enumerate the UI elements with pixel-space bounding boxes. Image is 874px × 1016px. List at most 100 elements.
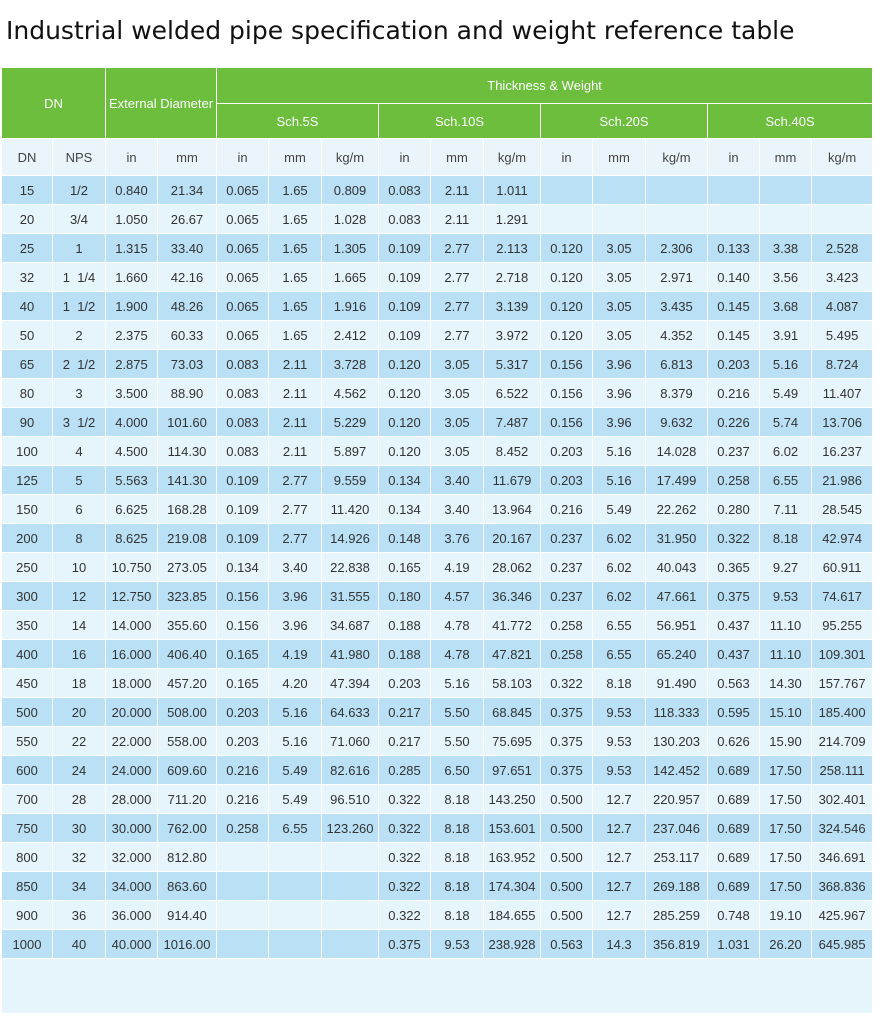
table-cell: 6.813 [646, 350, 709, 379]
table-cell: 1.031 [708, 930, 761, 959]
table-cell: 6.522 [484, 379, 542, 408]
table-cell: 2.77 [269, 466, 323, 495]
table-cell: 18.000 [106, 669, 158, 698]
table-cell: 7.11 [760, 495, 813, 524]
table-cell [269, 843, 323, 872]
table-cell: 5.229 [322, 408, 380, 437]
table-cell: 8.724 [812, 350, 874, 379]
table-cell: 0.156 [217, 611, 270, 640]
table-cell: 550 [2, 727, 53, 756]
table-row: 50 2 2.375 60.33 0.065 1.65 2.412 0.109 2.77 3.97… [2, 321, 874, 350]
table-cell: 0.083 [217, 379, 270, 408]
table-cell: 33.40 [158, 234, 218, 263]
table-cell: 0.216 [217, 756, 270, 785]
table-cell: 1.65 [269, 292, 323, 321]
table-cell: 32.000 [106, 843, 158, 872]
table-cell: 302.401 [812, 785, 874, 814]
table-cell: 1.305 [322, 234, 380, 263]
table-cell: 700 [2, 785, 53, 814]
unit-header-cell: kg/m [484, 139, 542, 176]
table-cell: 4.78 [431, 640, 485, 669]
table-cell: 142.452 [646, 756, 709, 785]
table-cell: 2 1/2 [53, 350, 106, 379]
table-cell: 12.7 [593, 901, 647, 930]
table-cell: 9.53 [593, 756, 647, 785]
table-cell: 100 [2, 437, 53, 466]
table-cell: 36 [53, 901, 106, 930]
table-cell: 14 [53, 611, 106, 640]
table-cell: 6.02 [593, 524, 647, 553]
table-cell: 22.838 [322, 553, 380, 582]
unit-header-cell: in [708, 139, 761, 176]
table-cell: 9.53 [593, 698, 647, 727]
table-cell [322, 843, 380, 872]
table-cell: 143.250 [484, 785, 542, 814]
table-cell: 2.306 [646, 234, 709, 263]
table-cell: 4 [53, 437, 106, 466]
table-cell: 75.695 [484, 727, 542, 756]
table-cell: 153.601 [484, 814, 542, 843]
table-cell: 0.109 [379, 292, 432, 321]
table-cell: 0.165 [217, 669, 270, 698]
table-cell [269, 901, 323, 930]
table-cell: 73.03 [158, 350, 218, 379]
table-cell: 11.420 [322, 495, 380, 524]
table-cell: 0.134 [379, 495, 432, 524]
table-cell: 2.11 [269, 379, 323, 408]
table-cell [541, 176, 594, 205]
table-cell: 1.665 [322, 263, 380, 292]
table-cell: 4.562 [322, 379, 380, 408]
header-sch40s: Sch.40S [708, 104, 874, 139]
table-cell: 0.109 [217, 495, 270, 524]
unit-header-cell: kg/m [646, 139, 709, 176]
table-cell: 6.55 [593, 611, 647, 640]
table-cell: 5.495 [812, 321, 874, 350]
table-cell: 1.291 [484, 205, 542, 234]
table-cell: 0.563 [708, 669, 761, 698]
table-cell: 12.750 [106, 582, 158, 611]
table-cell: 850 [2, 872, 53, 901]
table-cell: 31.555 [322, 582, 380, 611]
table-cell: 2.77 [269, 495, 323, 524]
table-cell: 425.967 [812, 901, 874, 930]
table-cell: 88.90 [158, 379, 218, 408]
table-cell: 0.322 [379, 901, 432, 930]
table-cell: 15.90 [760, 727, 813, 756]
table-row: 500 20 20.000 508.00 0.203 5.16 64.633 0.217 5.5… [2, 698, 874, 727]
table-cell: 0.258 [541, 611, 594, 640]
table-cell: 9.53 [593, 727, 647, 756]
table-cell: 0.109 [379, 263, 432, 292]
table-cell: 0.809 [322, 176, 380, 205]
table-cell: 18 [53, 669, 106, 698]
table-cell: 0.500 [541, 843, 594, 872]
table-footer-filler [2, 959, 874, 1014]
table-cell: 3.38 [760, 234, 813, 263]
table-cell: 8.18 [431, 814, 485, 843]
table-cell: 4.20 [269, 669, 323, 698]
table-cell: 9.632 [646, 408, 709, 437]
table-cell: 12.7 [593, 843, 647, 872]
table-cell: 1/2 [53, 176, 106, 205]
table-cell: 350 [2, 611, 53, 640]
table-cell: 0.180 [379, 582, 432, 611]
header-dn: DN [2, 68, 106, 139]
table-cell: 0.083 [379, 205, 432, 234]
table-cell: 71.060 [322, 727, 380, 756]
table-cell: 8.379 [646, 379, 709, 408]
table-cell: 185.400 [812, 698, 874, 727]
table-cell: 3.56 [760, 263, 813, 292]
table-cell: 2.11 [269, 408, 323, 437]
table-cell: 1.660 [106, 263, 158, 292]
pipe-spec-table: DN External Diameter Thickness & Weight … [2, 68, 874, 1014]
table-cell: 0.258 [217, 814, 270, 843]
table-cell: 28.545 [812, 495, 874, 524]
table-cell: 36.346 [484, 582, 542, 611]
table-cell: 4.19 [431, 553, 485, 582]
table-cell: 1 1/4 [53, 263, 106, 292]
table-cell: 3.91 [760, 321, 813, 350]
table-cell: 8.18 [431, 785, 485, 814]
table-cell: 3.96 [593, 379, 647, 408]
table-cell: 24.000 [106, 756, 158, 785]
table-cell: 0.217 [379, 698, 432, 727]
table-cell: 0.203 [217, 727, 270, 756]
